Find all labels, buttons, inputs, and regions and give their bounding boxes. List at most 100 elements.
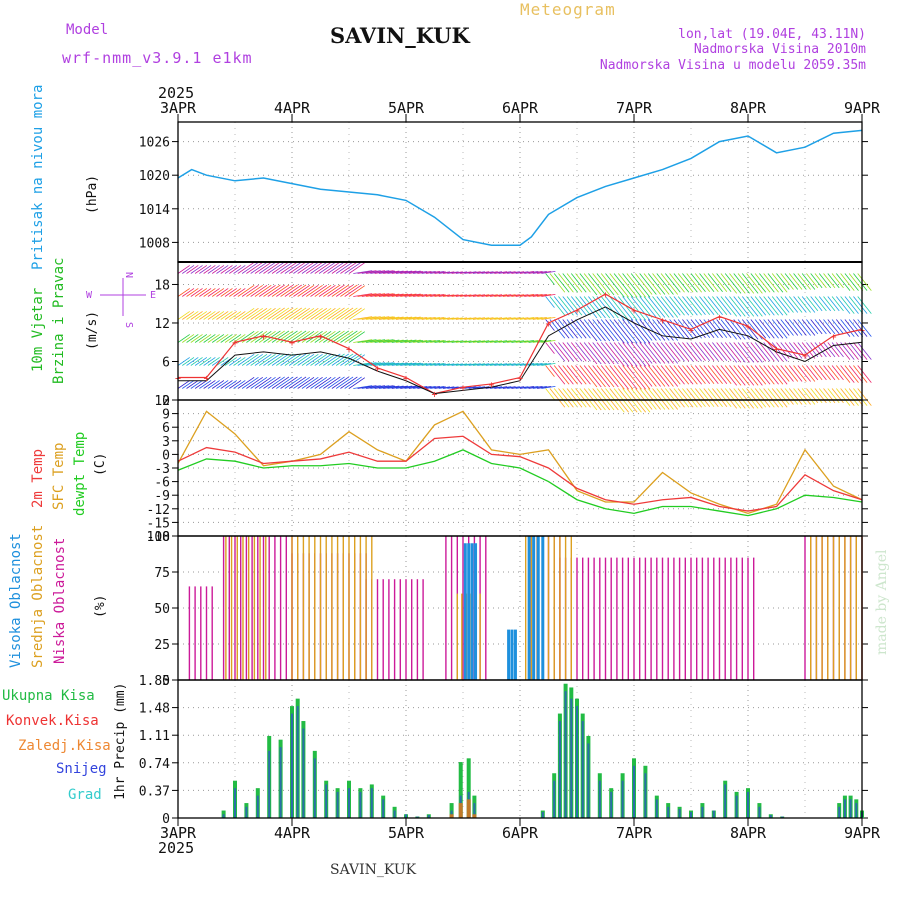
wind-barb bbox=[220, 311, 233, 320]
wind-barb bbox=[318, 307, 336, 320]
compass-west: W bbox=[86, 290, 93, 301]
wind-barb bbox=[395, 293, 413, 297]
wind-barb bbox=[840, 296, 855, 314]
wind-barb bbox=[771, 388, 788, 408]
wind-barb bbox=[665, 365, 681, 385]
wind-barb bbox=[575, 388, 591, 408]
wind-barb bbox=[177, 288, 190, 297]
wind-barb bbox=[472, 271, 485, 274]
wind-barb bbox=[472, 386, 485, 389]
wind-barb bbox=[596, 342, 615, 365]
wind-barb bbox=[276, 261, 294, 274]
wind-barb bbox=[635, 273, 653, 295]
temperature-ytick-label: 3 bbox=[162, 435, 170, 450]
wind-barb bbox=[353, 270, 373, 274]
wind-barb bbox=[271, 376, 290, 389]
wind-barb bbox=[750, 388, 767, 408]
dewpt-line bbox=[177, 449, 863, 517]
wind-barb bbox=[447, 363, 459, 366]
wind-barb bbox=[652, 365, 670, 387]
wind-barb bbox=[442, 386, 455, 389]
wind-barb bbox=[528, 362, 543, 366]
wind-barb bbox=[793, 273, 807, 290]
wind-barb bbox=[827, 342, 840, 358]
wind-barb bbox=[203, 334, 216, 343]
wind-barb bbox=[716, 296, 732, 316]
wind-barb bbox=[754, 296, 771, 316]
wind-barb bbox=[241, 307, 259, 320]
wind-barb bbox=[545, 342, 555, 354]
wind-barb bbox=[182, 334, 195, 343]
gust-marker: + bbox=[403, 374, 409, 385]
wind-barb bbox=[857, 342, 872, 360]
gust-marker: + bbox=[432, 390, 438, 401]
wind-barb bbox=[314, 376, 332, 389]
wind-barb bbox=[442, 363, 455, 366]
wind-barb bbox=[395, 362, 413, 366]
wind-barb bbox=[570, 273, 587, 293]
wind-barb bbox=[754, 342, 771, 362]
wind-barb bbox=[434, 363, 446, 366]
precip-snow-bar bbox=[843, 799, 846, 818]
temperature-ytick-label: 6 bbox=[162, 421, 170, 436]
precip-snow-bar bbox=[838, 806, 841, 818]
wind-barb bbox=[771, 273, 788, 293]
wind-barb bbox=[468, 317, 481, 320]
wind-barb bbox=[413, 339, 428, 343]
wind-barb bbox=[588, 388, 606, 411]
precip-snow-bar bbox=[382, 799, 385, 818]
gust-marker: + bbox=[603, 290, 609, 301]
precip-snow-bar bbox=[348, 788, 350, 818]
wind-barb bbox=[660, 388, 679, 410]
wind-barb bbox=[737, 319, 755, 340]
wind-barb bbox=[806, 319, 819, 335]
wind-barb bbox=[592, 365, 611, 388]
wind-barb bbox=[682, 296, 698, 316]
wind-barb bbox=[430, 316, 445, 320]
precip-snow-bar bbox=[427, 815, 430, 818]
wind-barb bbox=[404, 339, 421, 343]
time-label-bottom: 9APR bbox=[844, 824, 881, 842]
wind-barb bbox=[836, 273, 851, 291]
wind-barb bbox=[703, 296, 719, 316]
wind-barb bbox=[575, 296, 591, 316]
precip-snow-bar bbox=[336, 791, 339, 818]
wind-barb bbox=[515, 294, 529, 297]
wind-barb bbox=[780, 296, 794, 313]
wind-barb bbox=[199, 380, 212, 389]
wind-barb bbox=[229, 357, 242, 366]
wind-barb bbox=[250, 353, 268, 366]
wind-barb bbox=[665, 388, 681, 408]
wind-barb bbox=[190, 311, 203, 320]
wind-barb bbox=[801, 273, 816, 290]
wind-barb bbox=[301, 353, 319, 366]
wind-barb bbox=[784, 273, 799, 290]
wind-barb bbox=[562, 365, 578, 385]
wind-barb bbox=[237, 284, 255, 297]
wind-barb bbox=[370, 385, 390, 389]
precip-snow-bar bbox=[849, 799, 852, 818]
wind-barb bbox=[652, 319, 670, 341]
wind-barb bbox=[840, 342, 855, 360]
wind-barb bbox=[224, 288, 237, 297]
wind-barb bbox=[754, 365, 771, 385]
wind-barb bbox=[720, 365, 738, 386]
wind-barb bbox=[519, 316, 535, 320]
wind-barb bbox=[366, 362, 386, 366]
wind-barb bbox=[306, 284, 323, 297]
gust-marker: + bbox=[745, 322, 751, 333]
wind-barb bbox=[673, 296, 690, 316]
wind-barb bbox=[400, 293, 417, 297]
wind-barb bbox=[801, 342, 816, 359]
precip-snow-bar bbox=[633, 765, 635, 818]
wind-barb bbox=[241, 353, 259, 366]
precip-snow-bar bbox=[712, 810, 715, 818]
wind-barb bbox=[511, 317, 525, 320]
wind-barb bbox=[233, 265, 246, 274]
wind-barb bbox=[507, 294, 520, 297]
wind-barb bbox=[694, 365, 711, 385]
wind-barb bbox=[400, 385, 417, 389]
clouds-panel: 0 25 50 75 100 bbox=[147, 530, 868, 689]
wind-barb bbox=[712, 296, 728, 316]
wind-barb bbox=[229, 334, 242, 343]
